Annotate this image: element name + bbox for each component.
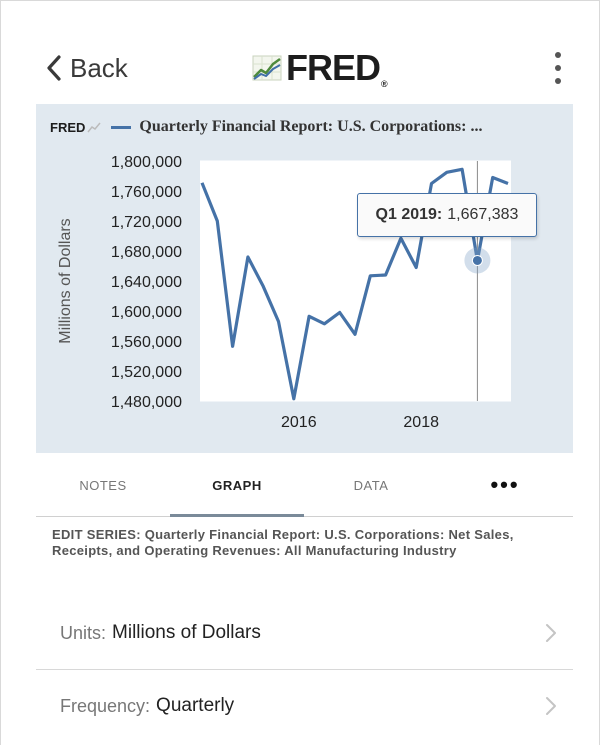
y-tick-label: 1,800,000 <box>111 154 182 171</box>
y-tick-label: 1,600,000 <box>111 304 182 321</box>
frequency-row[interactable]: Frequency: Quarterly <box>36 670 573 742</box>
fred-logo: FRED® <box>252 47 388 89</box>
y-tick-label: 1,640,000 <box>111 274 182 291</box>
chevron-right-icon <box>546 697 556 715</box>
units-value: Millions of Dollars <box>112 622 261 643</box>
back-button[interactable]: Back <box>46 52 128 84</box>
line-chart[interactable]: 1,800,000 1,760,000 1,720,000 1,680,000 1,64… <box>36 104 573 453</box>
frequency-value: Quarterly <box>156 695 235 716</box>
graph-title: Quarterly Financial Report: U.S. Corpora… <box>139 118 483 135</box>
y-tick-label: 1,560,000 <box>111 334 182 351</box>
y-tick-label: 1,480,000 <box>111 394 182 411</box>
x-tick-label: 2016 <box>281 414 317 431</box>
series-legend-line <box>111 125 132 129</box>
y-tick-label: 1,680,000 <box>111 244 182 261</box>
more-options-icon[interactable] <box>548 52 568 84</box>
tab-more[interactable]: ••• <box>490 472 520 497</box>
tooltip-value: 1,667,383 <box>447 206 519 223</box>
back-label: Back <box>70 52 128 83</box>
units-row[interactable]: Units: Millions of Dollars <box>36 597 573 670</box>
data-tooltip: Q1 2019: 1,667,383 <box>357 193 537 237</box>
tab-graph[interactable]: GRAPH <box>170 454 304 517</box>
chevron-left-icon <box>47 55 61 81</box>
graph-title-bar: FRED Quarterly Financial Report: U.S. Co… <box>50 118 570 136</box>
highlight-point <box>471 254 483 266</box>
line-chart-logo-icon <box>252 55 282 81</box>
logo-text: FRED® <box>286 47 388 89</box>
mini-chart-logo-icon <box>87 122 101 133</box>
edit-series-heading: EDIT SERIES: Quarterly Financial Report:… <box>52 527 514 558</box>
x-tick-label: 2018 <box>403 414 439 431</box>
y-tick-label: 1,520,000 <box>111 364 182 381</box>
navigation-bar: Back FRED® <box>0 0 600 100</box>
tab-data[interactable]: DATA <box>353 477 389 493</box>
y-axis-label: Millions of Dollars <box>57 218 74 343</box>
tab-notes[interactable]: NOTES <box>79 477 127 493</box>
y-tick-label: 1,720,000 <box>111 214 182 231</box>
chevron-right-icon <box>546 624 556 642</box>
frequency-label: Frequency: <box>60 695 151 716</box>
units-label: Units: <box>60 622 107 643</box>
tooltip-period: Q1 2019: <box>375 206 443 223</box>
y-tick-label: 1,760,000 <box>111 184 182 201</box>
tab-bar: NOTES GRAPH DATA ••• <box>36 454 573 517</box>
series-line <box>200 167 509 401</box>
graph-panel: 1,800,000 1,760,000 1,720,000 1,680,000 1,64… <box>36 104 573 453</box>
mini-fred-logo: FRED <box>50 119 86 135</box>
